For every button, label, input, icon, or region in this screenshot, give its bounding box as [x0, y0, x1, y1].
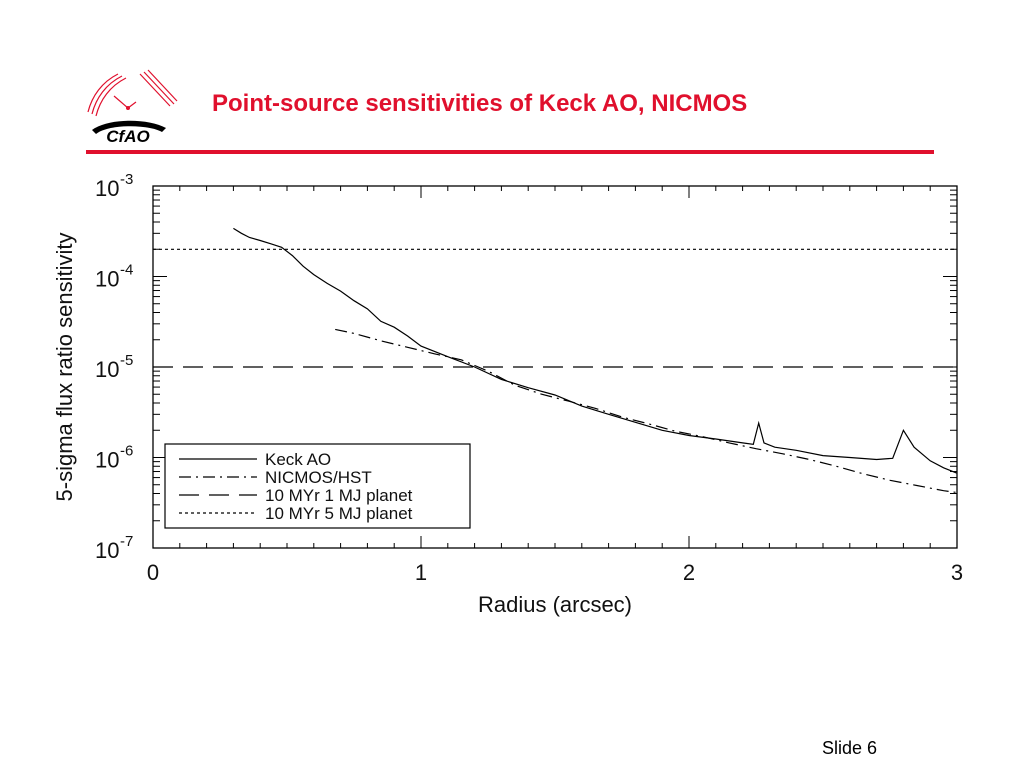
y-tick-label-base: 10: [95, 448, 119, 473]
y-tick-label-exponent: -7: [120, 533, 133, 550]
y-tick-label-exponent: -3: [120, 171, 133, 188]
x-tick-label: 3: [951, 560, 963, 585]
legend-label: 10 MYr 5 MJ planet: [265, 504, 413, 523]
y-tick-label: 10 -7: [95, 533, 133, 563]
data-series: [153, 227, 958, 494]
legend-label: 10 MYr 1 MJ planet: [265, 486, 413, 505]
series-line-2: [335, 328, 958, 494]
x-tick-labels: 0 1 2 3: [147, 560, 963, 585]
x-tick-label: 0: [147, 560, 159, 585]
y-axis-label: 5-sigma flux ratio sensitivity: [52, 233, 77, 502]
y-tick-label-base: 10: [95, 538, 119, 563]
y-tick-label: 10 -4: [95, 262, 133, 292]
title-divider: [86, 150, 934, 154]
cfao-logo-icon: CfAO: [87, 69, 178, 146]
y-tick-label-exponent: -5: [120, 352, 133, 369]
slide-number: Slide 6: [822, 738, 878, 758]
y-tick-label-base: 10: [95, 176, 119, 201]
logo-text: CfAO: [106, 127, 149, 146]
y-tick-label-exponent: -6: [120, 443, 133, 460]
legend-label: Keck AO: [265, 450, 331, 469]
x-tick-label: 1: [415, 560, 427, 585]
legend-box: [164, 443, 471, 529]
y-tick-label: 10 -6: [95, 443, 133, 473]
y-tick-label-base: 10: [95, 267, 119, 292]
x-tick-label: 2: [683, 560, 695, 585]
y-tick-label: 10 -5: [95, 352, 133, 382]
legend-label: NICMOS/HST: [265, 468, 372, 487]
y-tick-label-exponent: -4: [120, 262, 133, 279]
y-tick-labels: 10-310-410-510-610-7: [95, 171, 133, 563]
y-tick-label: 10 -3: [95, 171, 133, 201]
y-tick-label-base: 10: [95, 357, 119, 382]
slide-title: Point-source sensitivities of Keck AO, N…: [212, 90, 748, 117]
x-axis-label: Radius (arcsec): [478, 592, 632, 617]
series-line-1: [233, 227, 958, 474]
